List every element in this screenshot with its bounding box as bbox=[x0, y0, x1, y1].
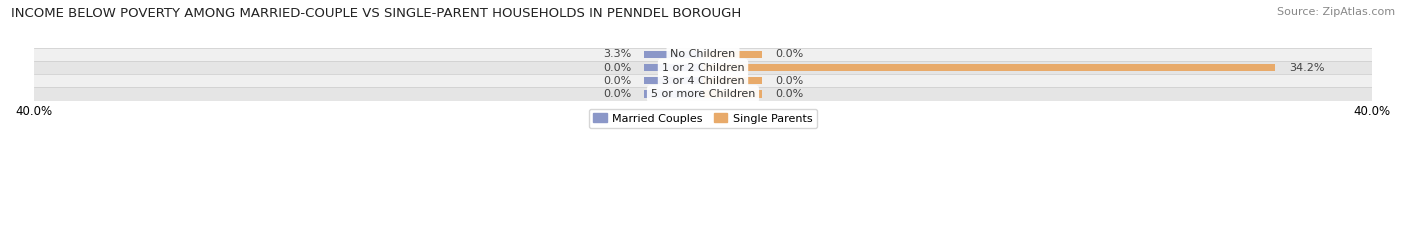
Text: 34.2%: 34.2% bbox=[1289, 62, 1324, 72]
Bar bbox=[34, 87, 1372, 101]
Text: INCOME BELOW POVERTY AMONG MARRIED-COUPLE VS SINGLE-PARENT HOUSEHOLDS IN PENNDEL: INCOME BELOW POVERTY AMONG MARRIED-COUPL… bbox=[11, 7, 741, 20]
Text: 5 or more Children: 5 or more Children bbox=[651, 89, 755, 99]
Bar bbox=[703, 90, 762, 98]
Text: 0.0%: 0.0% bbox=[775, 89, 803, 99]
Legend: Married Couples, Single Parents: Married Couples, Single Parents bbox=[589, 109, 817, 128]
Bar bbox=[703, 51, 762, 58]
Text: 0.0%: 0.0% bbox=[775, 49, 803, 59]
Bar bbox=[34, 48, 1372, 61]
Bar bbox=[644, 51, 703, 58]
Text: 3.3%: 3.3% bbox=[603, 49, 631, 59]
Bar bbox=[34, 61, 1372, 74]
Text: No Children: No Children bbox=[671, 49, 735, 59]
Bar bbox=[644, 90, 703, 98]
Bar bbox=[34, 74, 1372, 87]
Text: 1 or 2 Children: 1 or 2 Children bbox=[662, 62, 744, 72]
Text: Source: ZipAtlas.com: Source: ZipAtlas.com bbox=[1277, 7, 1395, 17]
Text: 0.0%: 0.0% bbox=[603, 89, 631, 99]
Bar bbox=[644, 77, 703, 84]
Text: 0.0%: 0.0% bbox=[603, 76, 631, 86]
Bar bbox=[703, 77, 762, 84]
Text: 0.0%: 0.0% bbox=[603, 62, 631, 72]
Bar bbox=[703, 64, 1275, 71]
Bar bbox=[644, 64, 703, 71]
Text: 0.0%: 0.0% bbox=[775, 76, 803, 86]
Text: 3 or 4 Children: 3 or 4 Children bbox=[662, 76, 744, 86]
